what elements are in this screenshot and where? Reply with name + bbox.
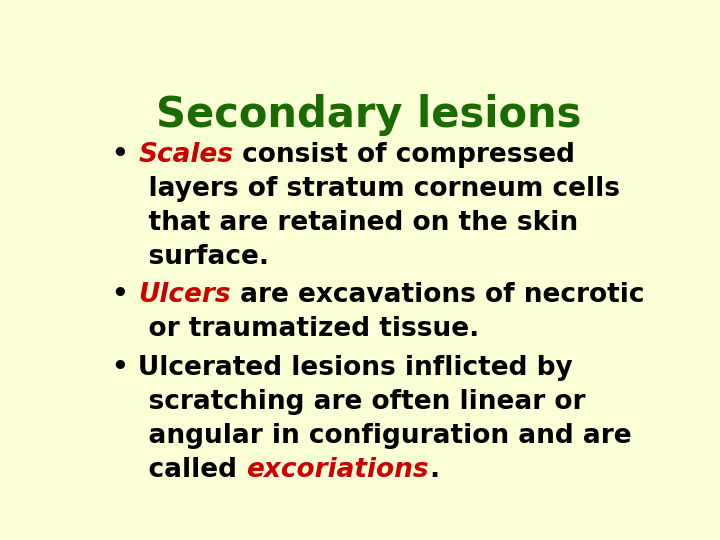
Text: consist of compressed: consist of compressed [233, 141, 575, 168]
Text: or traumatized tissue.: or traumatized tissue. [112, 316, 480, 342]
Text: Ulcers: Ulcers [138, 282, 231, 308]
Text: • Ulcerated lesions inflicted by: • Ulcerated lesions inflicted by [112, 355, 573, 381]
Text: excoriations: excoriations [246, 457, 429, 483]
Text: Secondary lesions: Secondary lesions [156, 94, 582, 136]
Text: scratching are often linear or: scratching are often linear or [112, 389, 586, 415]
Text: surface.: surface. [112, 244, 269, 270]
Text: called: called [112, 457, 246, 483]
Text: layers of stratum corneum cells: layers of stratum corneum cells [112, 176, 621, 202]
Text: •: • [112, 282, 138, 308]
Text: that are retained on the skin: that are retained on the skin [112, 210, 578, 236]
Text: angular in configuration and are: angular in configuration and are [112, 423, 632, 449]
Text: Scales: Scales [138, 141, 233, 168]
Text: are excavations of necrotic: are excavations of necrotic [231, 282, 644, 308]
Text: .: . [429, 457, 439, 483]
Text: •: • [112, 141, 138, 168]
